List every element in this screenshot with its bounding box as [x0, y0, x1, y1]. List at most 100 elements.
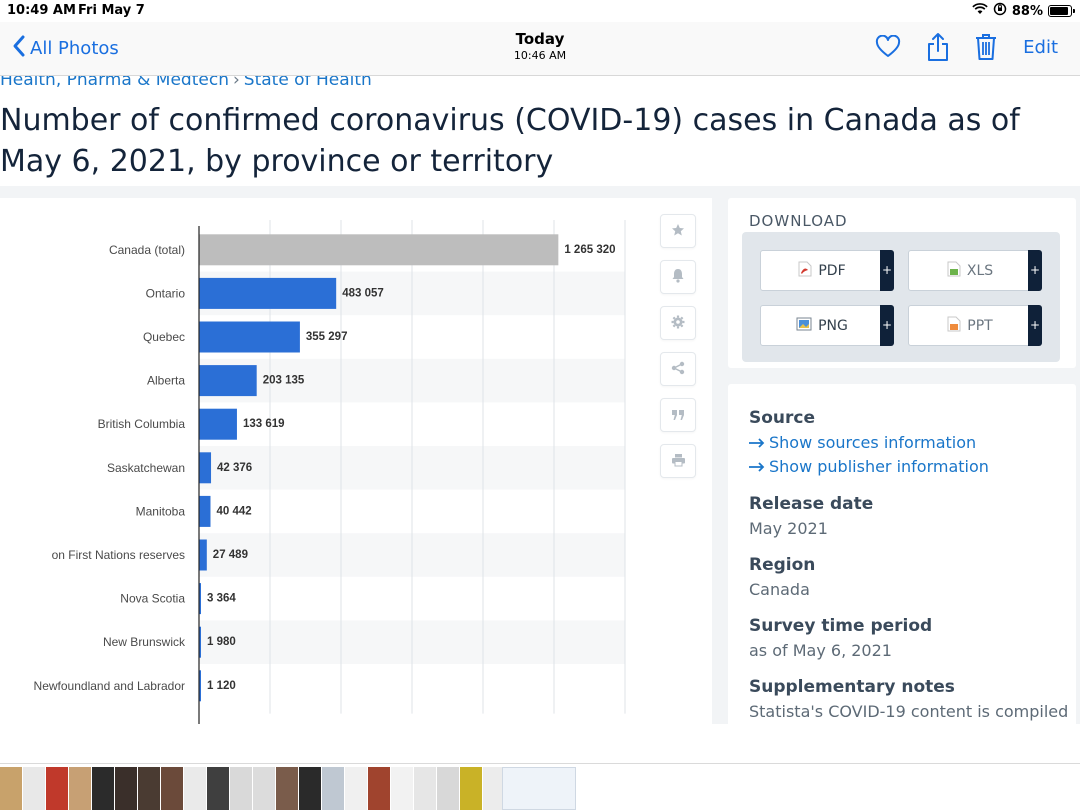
photo-thumbnail[interactable] — [345, 767, 367, 810]
chart-panel: Canada (total) 1 265 320 Ontario 483 057 Que… — [0, 198, 712, 724]
data-label: 1 120 — [207, 680, 236, 692]
notification-button[interactable] — [660, 260, 696, 294]
xls-options-button[interactable]: + — [1028, 250, 1042, 291]
photo-thumbnail[interactable] — [253, 767, 275, 810]
photo-thumbnail[interactable] — [368, 767, 390, 810]
share-icon[interactable] — [927, 32, 949, 62]
category-label: British Columbia — [98, 417, 186, 431]
show-sources-text: Show sources information — [769, 433, 977, 452]
download-ppt-button[interactable]: PPT + — [908, 305, 1042, 346]
bar — [199, 452, 212, 484]
download-xls-button[interactable]: XLS + — [908, 250, 1042, 291]
category-label: Newfoundland and Labrador — [34, 679, 185, 693]
photo-thumbnail[interactable] — [115, 767, 137, 810]
download-buttons: PDF + XLS + PNG + — [742, 232, 1060, 362]
category-label: Manitoba — [136, 504, 186, 518]
data-label: 133 619 — [243, 418, 285, 430]
photo-thumbnail[interactable] — [460, 767, 482, 810]
pdf-label: PDF — [761, 261, 883, 281]
photo-thumbnail[interactable] — [23, 767, 45, 810]
photo-thumbnail[interactable] — [207, 767, 229, 810]
all-photos-back-button[interactable]: All Photos — [12, 34, 119, 63]
photo-thumbnail[interactable] — [161, 767, 183, 810]
ppt-file-icon — [947, 316, 961, 336]
settings-button[interactable] — [660, 306, 696, 340]
pdf-text: PDF — [818, 262, 846, 279]
photo-thumbnail[interactable] — [92, 767, 114, 810]
download-title: DOWNLOAD — [749, 212, 848, 230]
trash-icon[interactable] — [975, 33, 997, 61]
download-pdf-button[interactable]: PDF + — [760, 250, 894, 291]
data-label: 483 057 — [342, 287, 384, 299]
download-panel: DOWNLOAD PDF + XLS + — [728, 198, 1076, 368]
data-label: 1 980 — [207, 636, 236, 648]
bar — [199, 408, 237, 440]
print-button[interactable] — [660, 444, 696, 478]
bar — [199, 583, 201, 615]
breadcrumb-separator: › — [232, 76, 240, 90]
photo-thumbnail[interactable] — [0, 767, 22, 810]
cite-button[interactable] — [660, 398, 696, 432]
pdf-file-icon — [798, 261, 812, 281]
photo-thumbnail[interactable] — [138, 767, 160, 810]
release-date-value: May 2021 — [749, 519, 828, 538]
bar — [199, 670, 201, 702]
statista-page: Health, Pharma & Medtech › State of Health… — [0, 76, 1080, 724]
status-bar: 10:49 AM Fri May 7 88% — [0, 0, 1080, 22]
category-label: New Brunswick — [103, 635, 186, 649]
photo-thumbnail[interactable] — [276, 767, 298, 810]
battery-icon — [1048, 5, 1075, 17]
release-date-label: Release date — [749, 494, 874, 514]
data-label: 355 297 — [306, 331, 348, 343]
photo-thumbnail[interactable] — [230, 767, 252, 810]
data-label: 3 364 — [207, 593, 236, 605]
photo-thumbnail[interactable] — [46, 767, 68, 810]
png-options-button[interactable]: + — [880, 305, 894, 346]
statistic-info-panel: Source Show sources information Show pub… — [728, 384, 1076, 724]
battery-percent: 88% — [1011, 3, 1043, 19]
photo-thumbnail[interactable] — [299, 767, 321, 810]
xls-label: XLS — [909, 261, 1031, 281]
breadcrumb: Health, Pharma & Medtech › State of Health — [0, 76, 372, 90]
png-text: PNG — [818, 317, 848, 334]
show-publisher-link[interactable]: Show publisher information — [749, 457, 989, 476]
photo-thumbnail[interactable] — [414, 767, 436, 810]
edit-button[interactable]: Edit — [1023, 36, 1058, 58]
category-label: Ontario — [146, 286, 186, 300]
photo-thumbnail[interactable] — [69, 767, 91, 810]
bar-chart: Canada (total) 1 265 320 Ontario 483 057 Que… — [34, 220, 626, 724]
photo-thumbnail[interactable] — [483, 767, 505, 810]
data-label: 42 376 — [217, 462, 252, 474]
current-photo-thumbnail[interactable] — [502, 767, 576, 810]
category-label: Saskatchewan — [107, 461, 185, 475]
breadcrumb-item[interactable]: State of Health — [243, 76, 372, 90]
photo-thumbnail[interactable] — [391, 767, 413, 810]
category-label: Canada (total) — [109, 243, 185, 257]
source-label: Source — [749, 408, 816, 428]
download-png-button[interactable]: PNG + — [760, 305, 894, 346]
category-label: Quebec — [143, 330, 185, 344]
bar — [199, 365, 257, 397]
gear-icon — [671, 314, 685, 333]
star-icon — [671, 222, 685, 241]
thumbnail-scrubber[interactable] — [0, 763, 1080, 810]
breadcrumb-item[interactable]: Health, Pharma & Medtech — [0, 76, 229, 90]
photo-thumbnail[interactable] — [184, 767, 206, 810]
share-chart-button[interactable] — [660, 352, 696, 386]
photo-thumbnail[interactable] — [322, 767, 344, 810]
photo-thumbnail[interactable] — [437, 767, 459, 810]
heart-icon[interactable] — [875, 35, 901, 59]
region-label: Region — [749, 555, 816, 575]
pdf-options-button[interactable]: + — [880, 250, 894, 291]
png-image-icon — [796, 317, 812, 335]
orientation-lock-icon — [993, 2, 1007, 20]
region-value: Canada — [749, 580, 810, 599]
ppt-options-button[interactable]: + — [1028, 305, 1042, 346]
show-sources-link[interactable]: Show sources information — [749, 433, 976, 452]
bar — [199, 539, 207, 571]
page-title: Number of confirmed coronavirus (COVID-1… — [0, 103, 1020, 179]
status-right: 88% — [972, 2, 1075, 20]
bar — [199, 626, 201, 658]
favorite-button[interactable] — [660, 214, 696, 248]
